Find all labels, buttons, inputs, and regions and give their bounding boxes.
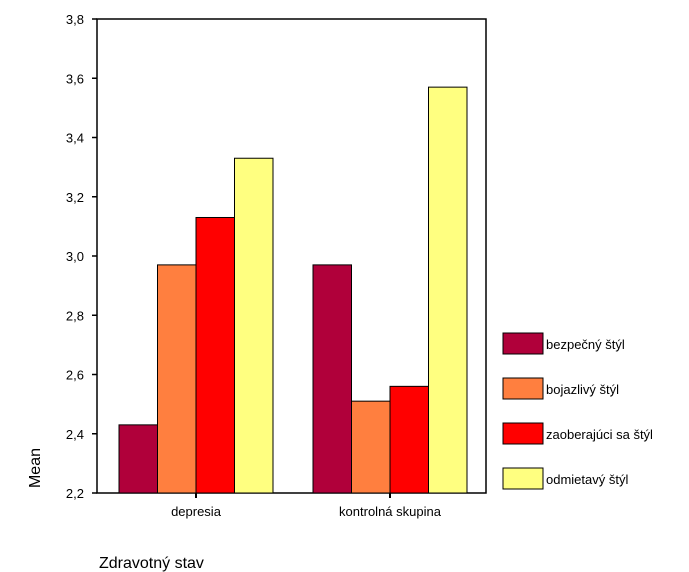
legend-label: odmietavý štýl [546,472,628,487]
bar [195,216,235,494]
x-axis: depresia kontrolná skupina [171,493,442,519]
y-axis-title: Mean [27,448,44,488]
legend-label: zaoberajúci sa štýl [546,427,653,442]
bar [118,424,158,494]
bar [351,400,391,494]
y-tick-label: 3,2 [66,190,84,205]
y-tick-label: 2,8 [66,308,84,323]
bar [428,86,468,494]
y-tick-label: 2,6 [66,368,84,383]
legend-label: bojazlivý štýl [546,382,619,397]
bar [389,385,429,494]
bar [234,157,274,494]
legend-swatch [502,377,544,400]
legend-swatch [502,467,544,490]
legend-swatch [502,422,544,445]
bars [118,86,468,494]
y-tick-label: 3,6 [66,71,84,86]
x-category-label: depresia [171,504,222,519]
y-tick-label: 2,2 [66,486,84,501]
y-tick-label: 3,0 [66,249,84,264]
legend-label: bezpečný štýl [546,337,625,352]
y-tick-label: 3,4 [66,131,84,146]
x-category-label: kontrolná skupina [339,504,442,519]
bar [157,264,197,494]
y-axis: 2,2 2,4 2,6 2,8 3,0 3,2 3,4 3,6 3,8 [66,12,97,501]
legend-swatch [502,332,544,355]
bar [312,264,352,494]
legend: bezpečný štýl bojazlivý štýl zaoberajúci s… [502,332,653,490]
y-tick-label: 2,4 [66,427,84,442]
x-axis-title: Zdravotný stav [99,555,204,572]
y-tick-label: 3,8 [66,12,84,27]
